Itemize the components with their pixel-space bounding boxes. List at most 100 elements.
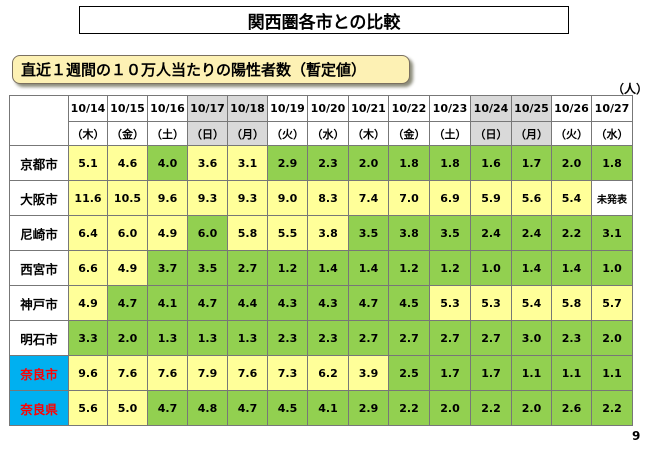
value-cell: 5.5 [267, 215, 308, 251]
date-header: 10/26 [551, 95, 592, 122]
value-cell: 未発表 [591, 180, 633, 216]
value-cell: 2.0 [591, 320, 633, 356]
weekday-header: （月） [227, 121, 268, 146]
value-cell: 1.1 [511, 355, 552, 391]
city-name: 神戸市 [9, 285, 69, 321]
table-row: 奈良市 9.6 7.6 7.6 7.9 7.6 7.3 6.2 3.9 2.5 1.7 1.7 1.1 1… [9, 355, 633, 391]
city-name: 奈良市 [9, 355, 69, 391]
date-header: 10/20 [307, 95, 349, 122]
weekday-header: （金） [388, 121, 430, 146]
value-cell: 1.0 [470, 250, 512, 286]
value-cell: 7.6 [227, 355, 268, 391]
value-cell: 5.4 [511, 285, 552, 321]
weekday-header: （水） [591, 121, 633, 146]
value-cell: 3.8 [307, 215, 349, 251]
value-cell: 4.3 [307, 285, 349, 321]
table-row: 尼崎市 6.4 6.0 4.9 6.0 5.8 5.5 3.8 3.5 3.8 3.5 2.4 2.4 2… [9, 215, 633, 251]
value-cell: 5.8 [551, 285, 592, 321]
value-cell: 5.3 [429, 285, 471, 321]
value-cell: 6.9 [429, 180, 471, 216]
table-row: 明石市 3.3 2.0 1.3 1.3 1.3 2.3 2.3 2.7 2.7 2.7 2.7 3.0 2… [9, 320, 633, 356]
date-header: 10/24 [470, 95, 512, 122]
value-cell: 2.3 [307, 320, 349, 356]
value-cell: 4.7 [107, 285, 148, 321]
city-name: 大阪市 [9, 180, 69, 216]
weekday-header: （木） [348, 121, 389, 146]
value-cell: 2.3 [307, 145, 349, 181]
value-cell: 1.7 [470, 355, 512, 391]
value-cell: 1.4 [307, 250, 349, 286]
city-name: 尼崎市 [9, 215, 69, 251]
city-name: 奈良県 [9, 390, 69, 426]
value-cell: 9.3 [227, 180, 268, 216]
value-cell: 1.1 [551, 355, 592, 391]
value-cell: 3.7 [147, 250, 188, 286]
value-cell: 2.2 [388, 390, 430, 426]
value-cell: 4.7 [187, 285, 228, 321]
page-number: 9 [632, 429, 641, 443]
value-cell: 3.5 [187, 250, 228, 286]
value-cell: 9.6 [68, 355, 108, 391]
value-cell: 4.1 [147, 285, 188, 321]
value-cell: 2.2 [551, 215, 592, 251]
page-title: 関西圏各市との比較 [79, 6, 569, 34]
city-name: 明石市 [9, 320, 69, 356]
date-header: 10/22 [388, 95, 430, 122]
value-cell: 3.0 [511, 320, 552, 356]
value-cell: 1.4 [348, 250, 389, 286]
value-cell: 2.3 [551, 320, 592, 356]
value-cell: 2.4 [511, 215, 552, 251]
comparison-table: 10/14 10/15 10/16 10/17 10/18 10/19 10/20 10/21… [9, 95, 633, 426]
value-cell: 1.3 [227, 320, 268, 356]
value-cell: 9.3 [187, 180, 228, 216]
date-header: 10/19 [267, 95, 308, 122]
value-cell: 4.7 [348, 285, 389, 321]
value-cell: 11.6 [68, 180, 108, 216]
value-cell: 4.7 [227, 390, 268, 426]
value-cell: 5.8 [227, 215, 268, 251]
value-cell: 1.3 [147, 320, 188, 356]
value-cell: 1.8 [591, 145, 633, 181]
value-cell: 3.5 [429, 215, 471, 251]
value-cell: 2.4 [470, 215, 512, 251]
value-cell: 6.4 [68, 215, 108, 251]
value-cell: 2.2 [470, 390, 512, 426]
value-cell: 1.4 [551, 250, 592, 286]
value-cell: 4.3 [267, 285, 308, 321]
value-cell: 10.5 [107, 180, 148, 216]
value-cell: 2.2 [591, 390, 633, 426]
value-cell: 8.3 [307, 180, 349, 216]
table-row: 奈良県 5.6 5.0 4.7 4.8 4.7 4.5 4.1 2.9 2.2 2.0 2.2 2.0 2… [9, 390, 633, 426]
value-cell: 4.9 [147, 215, 188, 251]
section-subtitle: 直近１週間の１０万人当たりの陽性者数（暫定値） [12, 55, 410, 84]
value-cell: 4.5 [388, 285, 430, 321]
value-cell: 2.9 [267, 145, 308, 181]
date-header: 10/16 [147, 95, 188, 122]
value-cell: 5.1 [68, 145, 108, 181]
value-cell: 4.4 [227, 285, 268, 321]
value-cell: 5.6 [511, 180, 552, 216]
table-row: 京都市 5.1 4.6 4.0 3.6 3.1 2.9 2.3 2.0 1.8 1.8 1.6 1.7 2… [9, 145, 633, 181]
value-cell: 5.7 [591, 285, 633, 321]
value-cell: 4.0 [147, 145, 188, 181]
table-row: 大阪市 11.6 10.5 9.6 9.3 9.3 9.0 8.3 7.4 7.0 6.9 5.9 5.… [9, 180, 633, 216]
value-cell: 5.6 [68, 390, 108, 426]
weekday-header: （日） [470, 121, 512, 146]
value-cell: 3.6 [187, 145, 228, 181]
value-cell: 2.3 [267, 320, 308, 356]
value-cell: 6.0 [107, 215, 148, 251]
value-cell: 2.7 [470, 320, 512, 356]
value-cell: 4.6 [107, 145, 148, 181]
date-header: 10/15 [107, 95, 148, 122]
weekday-header: （木） [68, 121, 108, 146]
date-header: 10/21 [348, 95, 389, 122]
weekday-header: （月） [511, 121, 552, 146]
value-cell: 1.2 [267, 250, 308, 286]
value-cell: 4.1 [307, 390, 349, 426]
value-cell: 2.6 [551, 390, 592, 426]
value-cell: 3.8 [388, 215, 430, 251]
value-cell: 2.0 [348, 145, 389, 181]
value-cell: 9.0 [267, 180, 308, 216]
value-cell: 4.8 [187, 390, 228, 426]
date-header: 10/25 [511, 95, 552, 122]
